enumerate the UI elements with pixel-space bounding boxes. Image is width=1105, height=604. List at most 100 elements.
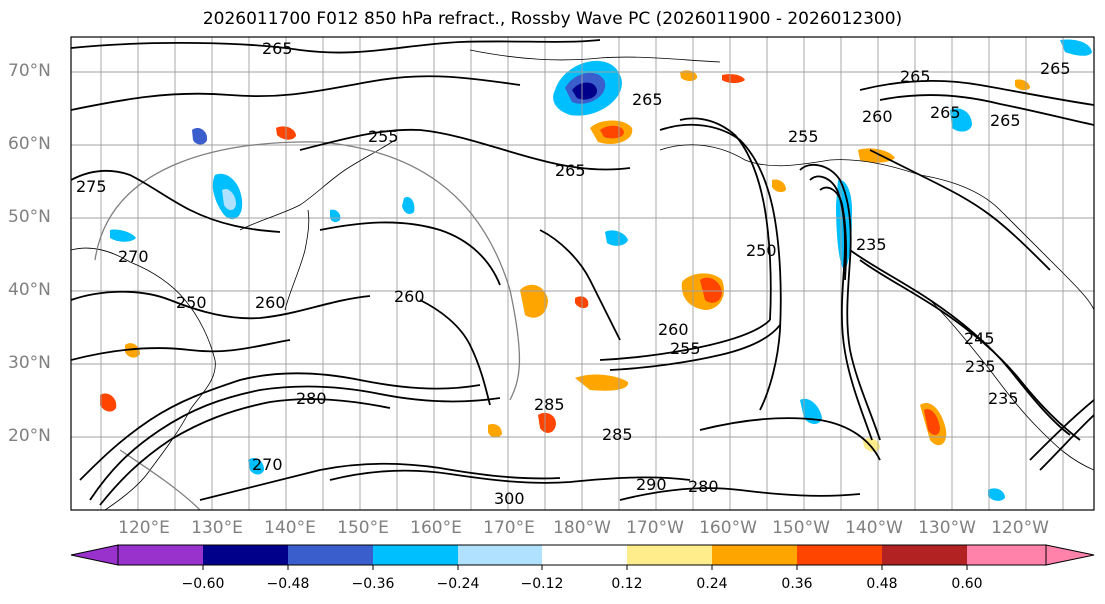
contour-label: 250 [746,241,777,260]
shade-patch [100,393,117,412]
coastline-japan [284,209,310,311]
colorbar-min-extend [70,544,119,566]
contour-label-layer: 265 265 265 265 265 260 255 255 265 275 … [76,39,1071,508]
shade-patch [700,277,722,303]
map-frame [70,36,1095,511]
lat-label-40n: 40°N [8,280,51,300]
shade-patch [924,408,940,436]
shade-patch [1060,39,1092,56]
lat-label-50n: 50°N [8,207,51,227]
shade-patch [248,458,264,475]
lon-label-160w: 160°W [699,518,757,538]
contour-label: 255 [368,127,399,146]
contour-label: 290 [636,475,667,494]
contour-label: 255 [670,339,701,358]
lon-label-130w: 130°W [918,518,976,538]
great-circle-arc-lower [119,449,201,510]
shaded-anomaly-regions [100,39,1092,501]
shade-patch [538,412,556,433]
shade-patch [330,209,341,223]
shade-patch [800,398,822,424]
shade-patch [520,284,548,318]
great-circle-arc [94,141,521,401]
shade-patch [605,230,628,246]
colorbar-tick-label: 0.60 [951,576,983,592]
lon-label-170w: 170°W [626,518,684,538]
colorbar-segment [797,545,882,565]
colorbar-tick-label: 0.12 [611,576,643,592]
lon-label-140w: 140°W [845,518,903,538]
contour-label: 265 [632,90,663,109]
lon-label-150w: 150°W [772,518,830,538]
lon-label-150e: 150°E [337,518,389,538]
coastline-kamchatka [239,139,396,231]
contour-label: 260 [658,320,689,339]
contour-label: 265 [930,103,961,122]
lon-label-130e: 130°E [191,518,243,538]
graticule [71,37,1094,510]
shade-patch [988,488,1005,501]
shade-patch [572,82,598,100]
contour-label: 260 [255,293,286,312]
shade-patch [858,148,895,163]
colorbar-segment [712,545,797,565]
lat-label-60n: 60°N [8,134,51,154]
contour-label: 275 [76,177,107,196]
contour-label: 280 [688,477,719,496]
map-background [71,37,1094,510]
shade-patch [600,125,624,139]
lon-label-180w: 180°W [553,518,611,538]
colorbar-tick-label: 0.48 [866,576,898,592]
contour-label: 300 [494,489,525,508]
colorbar-tick-label: −0.60 [181,576,225,592]
shade-patch [125,343,140,358]
contour-label: 245 [964,329,995,348]
colorbar-tick-label: −0.48 [266,576,310,592]
colorbar-segment [542,545,627,565]
map-title: 2026011700 F012 850 hPa refract., Rossby… [202,9,903,29]
colorbar-outline [117,544,1047,566]
contour-label: 265 [900,67,931,86]
colorbar-segment [373,545,458,565]
contour-label: 260 [862,107,893,126]
shade-patch [575,374,629,391]
lon-label-120w: 120°W [991,518,1049,538]
lon-label-120e: 120°E [118,518,170,538]
contour-label: 265 [262,39,293,58]
lat-label-20n: 20°N [8,426,51,446]
contour-label: 250 [176,293,207,312]
colorbar-tick-label: −0.12 [520,576,564,592]
colorbar-segment [627,545,712,565]
shade-patch [222,188,236,211]
colorbar-tick-label: 0.24 [696,576,728,592]
colorbar-segment [118,545,203,565]
shade-patch [192,128,208,145]
contour-label: 265 [990,111,1021,130]
coastline-arctic [469,49,721,63]
contour-label: 285 [602,425,633,444]
colorbar-segment [288,545,373,565]
lon-label-170e: 170°E [483,518,535,538]
contour-label: 280 [296,389,327,408]
contour-label: 235 [856,235,887,254]
colorbar-segment [203,545,288,565]
contour-label: 265 [1040,59,1071,78]
coastlines [71,49,1094,510]
shade-patch [488,424,502,438]
shade-patch [110,229,136,242]
coastline-mexico [929,299,1094,471]
colorbar [70,544,1095,570]
colorbar-segment [458,545,542,565]
contour-label: 235 [965,357,996,376]
contour-lines [71,39,1094,506]
lon-label-160e: 160°E [410,518,462,538]
colorbar-tick-label: −0.24 [436,576,480,592]
contour-label: 265 [555,161,586,180]
shade-patch [402,196,415,214]
contour-label: 285 [534,395,565,414]
colorbar-max-extend [1045,544,1095,566]
lon-label-140e: 140°E [264,518,316,538]
shade-patch [722,74,745,83]
colorbar-tick-label: 0.36 [781,576,813,592]
